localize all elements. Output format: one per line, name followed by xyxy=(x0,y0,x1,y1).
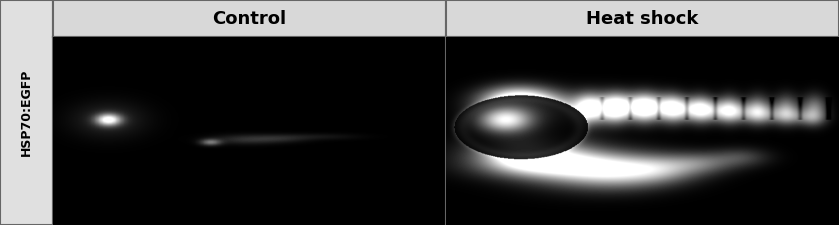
Text: HSP70:EGFP: HSP70:EGFP xyxy=(20,69,33,156)
Text: Control: Control xyxy=(212,9,286,28)
Text: A: A xyxy=(69,47,81,61)
Text: Heat shock: Heat shock xyxy=(586,9,699,28)
Text: B: B xyxy=(461,47,473,61)
